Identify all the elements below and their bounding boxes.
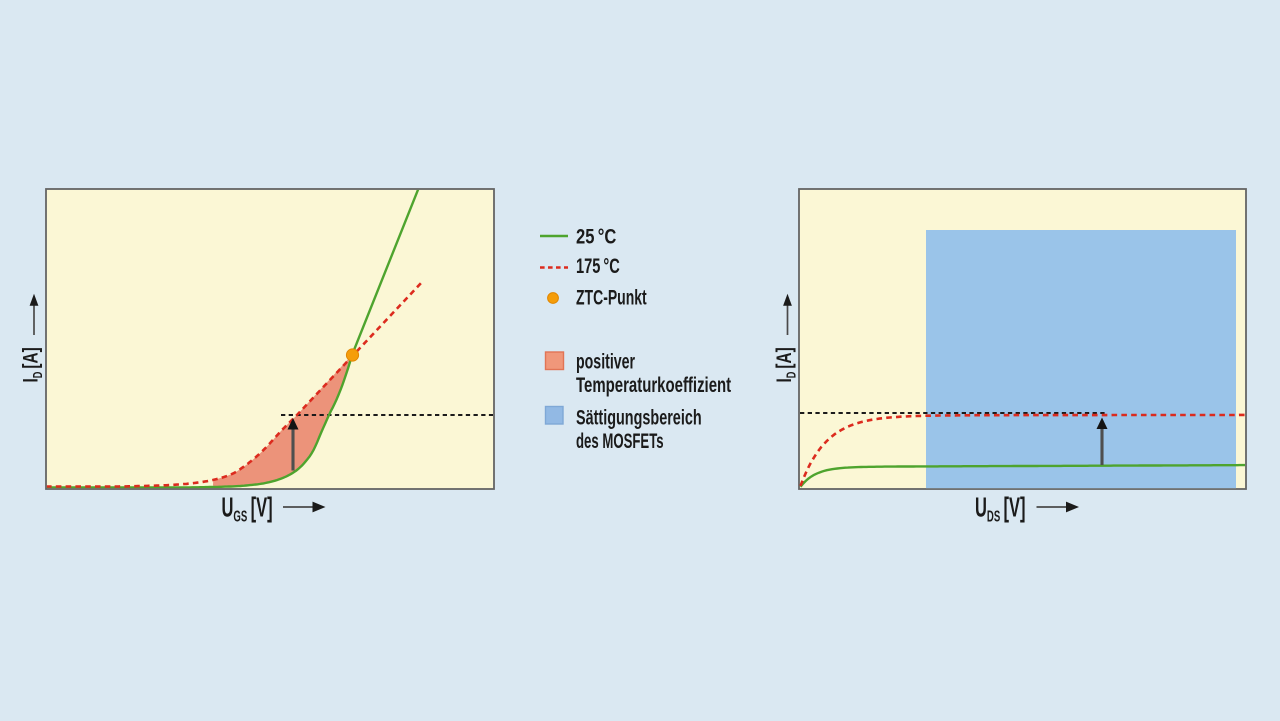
svg-text:Sättigungsbereich: Sättigungsbereich — [576, 406, 702, 429]
svg-text:175 °C: 175 °C — [576, 254, 620, 277]
svg-text:25 °C: 25 °C — [576, 226, 617, 249]
svg-text:Temperaturkoeffizient: Temperaturkoeffizient — [576, 373, 731, 397]
svg-text:positiver: positiver — [576, 350, 635, 373]
svg-text:UGS [V]: UGS [V] — [222, 491, 273, 525]
svg-text:des MOSFETs: des MOSFETs — [576, 429, 664, 453]
svg-text:ZTC-Punkt: ZTC-Punkt — [576, 285, 647, 309]
svg-text:UDS [V]: UDS [V] — [975, 491, 1026, 525]
